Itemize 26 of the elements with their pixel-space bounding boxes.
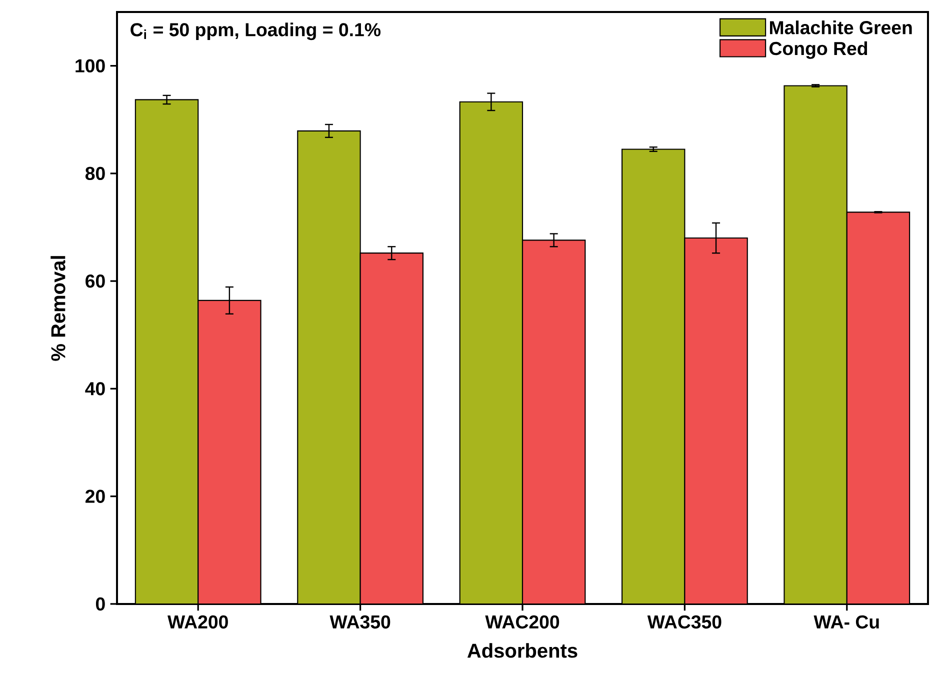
x-tick-label: WAC350	[647, 615, 722, 629]
bar	[784, 85, 848, 604]
annotation: C$_{i}$ = 50 ppm, Loading = 0.1%	[130, 22, 381, 40]
y-tick-label: 20	[86, 490, 105, 503]
x-tick-label: WAC200	[485, 615, 560, 629]
y-tick-label: 0	[96, 597, 105, 611]
bar	[198, 300, 261, 604]
bar	[298, 130, 360, 604]
x-tick-label: WA- Cu	[814, 615, 879, 629]
bar	[360, 253, 423, 604]
bar	[460, 102, 522, 604]
bar	[622, 149, 685, 604]
legend-label: Congo Red	[770, 41, 868, 59]
y-axis-title: % Removal	[50, 256, 66, 361]
legend-label: Malachite Green	[770, 20, 912, 34]
y-tick-label: 40	[85, 382, 105, 396]
y-tick-label: 60	[86, 274, 105, 288]
bar	[684, 238, 748, 604]
bar	[522, 240, 586, 604]
bar	[135, 100, 198, 604]
x-axis-title: Adsorbents	[467, 643, 578, 658]
x-tick-label: WA200	[168, 615, 228, 629]
y-tick-label: 100	[76, 59, 105, 72]
y-tick-label: 80	[85, 166, 105, 180]
bar	[846, 212, 910, 604]
x-tick-label: WA350	[330, 615, 390, 629]
